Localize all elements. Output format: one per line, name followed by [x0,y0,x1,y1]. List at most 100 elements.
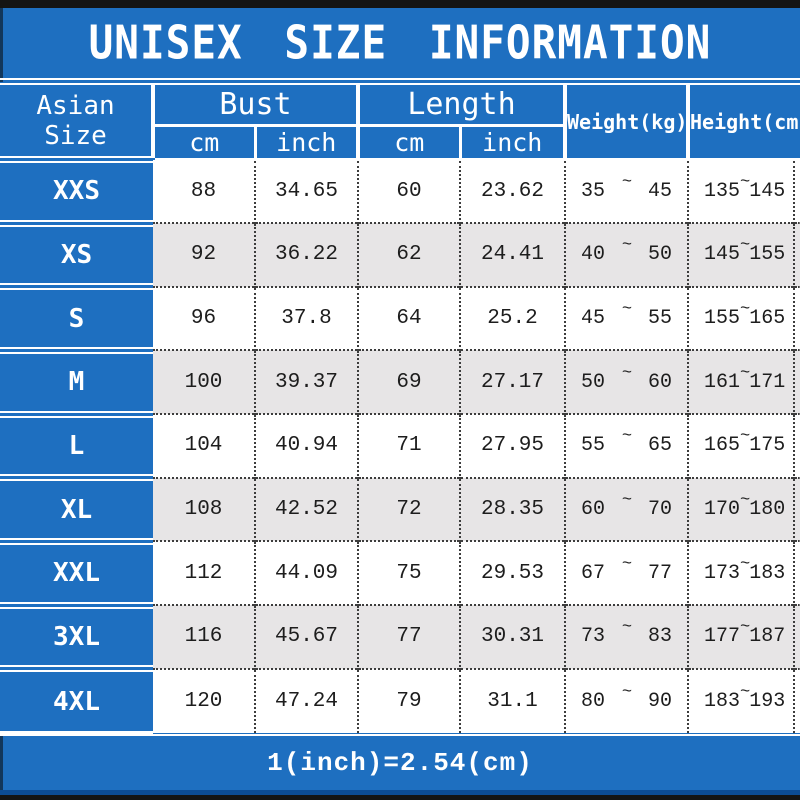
height-min: 135 [704,180,741,204]
height-range-cell: 173 ~ 183 [687,540,794,606]
weight-range-cell: 73 ~ 83 [564,604,688,669]
header-asian-size: Asian Size [0,78,153,161]
table-row: 4XL 120 47.24 79 31.1 80 ~ 90 183 ~ 193 [0,665,800,734]
bust-cm-cell: 100 [153,349,255,415]
height-range: 183 ~ 193 [689,683,793,713]
bust-cm-cell: 112 [153,540,255,606]
weight-max: 90 [647,689,672,713]
page-title: UNISEX SIZE INFORMATION [88,16,712,70]
height-min: 170 [704,498,741,522]
length-inch-cell: 31.1 [459,667,565,733]
size-label-cell: XXL [0,537,153,606]
table-row: S 96 37.8 64 25.2 45 ~ 55 155 ~ 165 [0,283,800,351]
header-weight: Weight(kg) [563,78,688,161]
header-bust-cm: cm [151,124,255,161]
length-inch-cell: 23.62 [459,159,565,224]
weight-max: 83 [647,625,672,649]
tilde-separator: ~ [621,236,632,256]
weight-max: 77 [647,561,672,585]
length-inch-cell: 24.41 [459,222,565,287]
footer-band: 1(inch)=2.54(cm) [0,734,800,790]
bust-inch-cell: 45.67 [254,604,358,669]
height-range-cell: 135 ~ 145 [687,159,794,224]
length-inch-cell: 27.17 [459,349,565,415]
table-row: XXS 88 34.65 60 23.62 35 ~ 45 135 ~ 145 [0,156,800,224]
height-min: 177 [704,625,741,649]
size-label-cell: L [0,410,153,478]
bust-inch-cell: 34.65 [254,159,358,224]
weight-min: 45 [581,307,606,331]
weight-min: 80 [581,689,606,713]
bust-cm-cell: 92 [153,222,255,287]
header-length: Length [356,78,565,126]
weight-range-cell: 40 ~ 50 [564,222,688,287]
header-bust: Bust [151,78,358,126]
weight-min: 67 [581,561,606,585]
height-range-cell: 155 ~ 165 [687,285,794,351]
length-cm-cell: 69 [357,349,460,415]
size-label-cell: M [0,346,153,415]
top-black-bar [0,0,800,8]
size-label-cell: 4XL [0,665,153,734]
height-min: 145 [704,243,741,267]
weight-max: 70 [647,498,672,522]
height-min: 173 [704,561,741,585]
bust-cm-cell: 108 [153,476,255,542]
table-row: XS 92 36.22 62 24.41 40 ~ 50 145 ~ 155 [0,219,800,287]
height-range-cell: 170 ~ 180 [687,476,794,542]
height-range: 170 ~ 180 [689,491,793,522]
weight-min: 55 [581,434,606,458]
dark-blue-strip [0,790,800,795]
height-range: 145 ~ 155 [689,236,793,267]
weight-range: 50 ~ 60 [566,364,687,394]
weight-max: 65 [647,434,672,458]
length-cm-cell: 77 [357,604,460,669]
length-cm-cell: 64 [357,285,460,351]
table-row: XXL 112 44.09 75 29.53 67 ~ 77 173 ~ 183 [0,537,800,606]
height-max: 180 [749,498,786,522]
bust-inch-cell: 39.37 [254,349,358,415]
title-band: UNISEX SIZE INFORMATION [0,8,800,78]
tilde-separator: ~ [621,427,632,447]
length-cm-cell: 60 [357,159,460,224]
bust-inch-cell: 44.09 [254,540,358,606]
tilde-separator: ~ [740,236,750,256]
tilde-separator: ~ [621,173,632,193]
table-header: Asian Size Bust Length Weight(kg) Height… [0,78,800,161]
weight-range-cell: 67 ~ 77 [564,540,688,606]
weight-min: 73 [581,625,606,649]
height-max: 155 [749,243,786,267]
tilde-separator: ~ [621,682,632,702]
height-range: 161 ~ 171 [689,364,793,394]
edge-spacer-cell [792,604,800,669]
height-max: 145 [749,180,786,204]
tilde-separator: ~ [740,363,750,383]
height-range-cell: 165 ~ 175 [687,413,794,478]
weight-range-cell: 80 ~ 90 [564,667,688,733]
header-height: Height(cm) [685,78,800,161]
edge-spacer-cell [792,667,800,733]
weight-min: 50 [581,370,606,394]
weight-range: 80 ~ 90 [566,683,687,713]
weight-range-cell: 45 ~ 55 [564,285,688,351]
weight-max: 55 [647,307,672,331]
weight-range: 73 ~ 83 [566,618,687,649]
tilde-separator: ~ [740,682,750,702]
edge-spacer-cell [792,349,800,415]
header-row-units: cm inch cm inch [0,124,800,161]
height-min: 161 [704,370,741,394]
height-min: 165 [704,434,741,458]
length-cm-cell: 62 [357,222,460,287]
length-inch-cell: 25.2 [459,285,565,351]
bust-inch-cell: 36.22 [254,222,358,287]
weight-range: 67 ~ 77 [566,555,687,585]
tilde-separator: ~ [621,618,632,638]
weight-range-cell: 55 ~ 65 [564,413,688,478]
weight-range: 40 ~ 50 [566,236,687,266]
size-label-cell: S [0,283,153,351]
size-table: Asian Size Bust Length Weight(kg) Height… [0,78,800,734]
length-inch-cell: 29.53 [459,540,565,606]
edge-spacer-cell [792,476,800,542]
bust-inch-cell: 37.8 [254,285,358,351]
weight-min: 35 [581,180,606,204]
